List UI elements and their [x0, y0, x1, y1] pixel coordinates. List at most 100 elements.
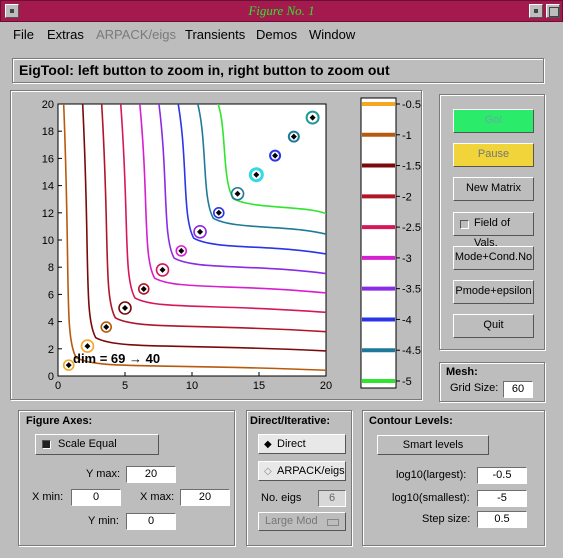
menu-transients[interactable]: Transients	[185, 27, 246, 42]
contour-line	[62, 104, 326, 372]
grid-size-input[interactable]: 60	[503, 381, 533, 398]
x-tick-label: 20	[320, 380, 332, 392]
eigenvalue-point	[309, 114, 316, 121]
contour-loop	[118, 301, 132, 315]
step-size-input[interactable]: 0.5	[477, 511, 527, 528]
contour-loop	[155, 263, 170, 277]
log10-largest-label: log10(largest):	[396, 469, 467, 481]
menu-arpack-eigs[interactable]: ARPACK/eigs	[96, 27, 176, 42]
x-axis-ticks: 0 5 10 15 20	[55, 372, 332, 392]
direct-radio[interactable]: ◆ Direct	[258, 434, 346, 454]
figure-axes-panel	[18, 410, 235, 546]
contour-loop	[193, 225, 207, 239]
xmin-label: X min:	[32, 491, 64, 503]
contour-line	[138, 104, 326, 294]
colorbar-label: -3	[402, 253, 412, 265]
field-of-vals-checkbox[interactable]	[460, 220, 469, 229]
menu-file[interactable]: File	[13, 27, 34, 42]
log10-smallest-label: log10(smallest):	[392, 492, 470, 504]
dropdown-indicator-icon	[327, 519, 339, 526]
menu-window[interactable]: Window	[309, 27, 356, 42]
status-message: EigTool: left button to zoom in, right b…	[12, 58, 544, 83]
direct-iterative-title: Direct/Iterative:	[250, 415, 331, 427]
eigenvalue-point	[178, 247, 185, 254]
arpack-radio[interactable]: ◇ ARPACK/eigs	[258, 461, 346, 481]
y-tick-label: 18	[42, 126, 54, 138]
eigenvalue-point	[290, 133, 297, 140]
ymin-input[interactable]: 0	[126, 513, 176, 530]
no-eigs-label: No. eigs	[261, 492, 302, 504]
x-tick-label: 5	[122, 380, 128, 392]
log10-smallest-input[interactable]: -5	[477, 490, 527, 507]
colorbar-label: -4.5	[402, 345, 421, 357]
scale-equal-toggle[interactable]: Scale Equal	[35, 434, 159, 455]
quit-button[interactable]: Quit	[453, 314, 534, 338]
x-tick-label: 10	[186, 380, 198, 392]
pause-button[interactable]: Pause	[453, 143, 534, 167]
window-menu-button[interactable]	[5, 4, 19, 18]
control-panel	[439, 94, 545, 350]
mode-cond-button[interactable]: Mode+Cond.No	[453, 246, 534, 270]
menu-extras[interactable]: Extras	[47, 27, 84, 42]
smart-levels-button[interactable]: Smart levels	[377, 435, 489, 455]
y-tick-label: 16	[42, 153, 54, 165]
ymax-input[interactable]: 20	[126, 466, 176, 483]
dimension-annotation: dim = 69 → 40	[73, 351, 160, 366]
scale-equal-label: Scale Equal	[58, 438, 117, 450]
colorbar-label: -4	[402, 314, 412, 326]
plot-axes-area[interactable]	[57, 103, 327, 377]
direct-label: Direct	[277, 438, 306, 450]
y-tick-label: 0	[48, 371, 54, 383]
menu-demos[interactable]: Demos	[256, 27, 298, 42]
contour-loop	[62, 359, 75, 371]
no-eigs-input[interactable]: 6	[318, 490, 346, 507]
ymax-label: Y max:	[86, 468, 121, 480]
eigenvalue-point	[122, 305, 128, 311]
contour-levels-title: Contour Levels:	[369, 415, 453, 427]
which-eigs-select[interactable]: Large Mod	[258, 512, 346, 531]
window-title-bar[interactable]: Figure No. 1	[0, 0, 563, 22]
colorbar-label: -3.5	[402, 284, 421, 296]
colorbar	[360, 97, 397, 389]
eigenvalue-point	[234, 190, 241, 197]
colorbar-label: -1	[402, 130, 412, 142]
arpack-label: ARPACK/eigs	[277, 465, 345, 477]
y-tick-label: 10	[42, 235, 54, 247]
xmin-input[interactable]: 0	[71, 489, 121, 506]
plot-panel	[10, 90, 422, 400]
grid-size-label: Grid Size:	[450, 382, 499, 394]
maximize-button[interactable]	[546, 4, 560, 18]
log10-largest-input[interactable]: -0.5	[477, 467, 527, 484]
y-tick-label: 4	[48, 317, 54, 329]
eigenvalue-point	[272, 152, 279, 159]
contour-loop	[175, 245, 188, 257]
contour-line	[196, 104, 326, 236]
contour-lines	[62, 104, 326, 372]
scale-equal-checkbox[interactable]	[42, 440, 51, 449]
eigenvalue-markers	[65, 114, 316, 369]
ymin-label: Y min:	[88, 515, 119, 527]
colorbar-label: -2.5	[402, 222, 421, 234]
go-button[interactable]: Go!	[453, 109, 534, 133]
new-matrix-button[interactable]: New Matrix	[453, 177, 534, 201]
menu-bar: File Extras ARPACK/eigs Transients Demos…	[0, 22, 563, 46]
contour-loop	[305, 110, 320, 125]
window-menu-icon	[10, 9, 14, 13]
minimize-button[interactable]	[529, 4, 543, 18]
mesh-title: Mesh:	[446, 366, 478, 378]
minimize-icon	[534, 9, 538, 13]
figure-axes-title: Figure Axes:	[26, 415, 93, 427]
eigenvalue-point	[103, 324, 110, 331]
field-of-vals-toggle[interactable]: Field of Vals.	[453, 212, 534, 249]
colorbar-label: -5	[402, 376, 412, 388]
xmax-input[interactable]: 20	[180, 489, 230, 506]
pmode-epsilon-button[interactable]: Pmode+epsilon	[453, 280, 534, 304]
eigenvalue-point	[253, 171, 260, 178]
contour-line	[100, 104, 326, 333]
eigenvalue-point	[215, 209, 222, 216]
colorbar-label: -0.5	[402, 99, 421, 111]
colorbar-label: -2	[402, 191, 412, 203]
window-title: Figure No. 1	[248, 3, 315, 18]
step-size-label: Step size:	[422, 513, 471, 525]
